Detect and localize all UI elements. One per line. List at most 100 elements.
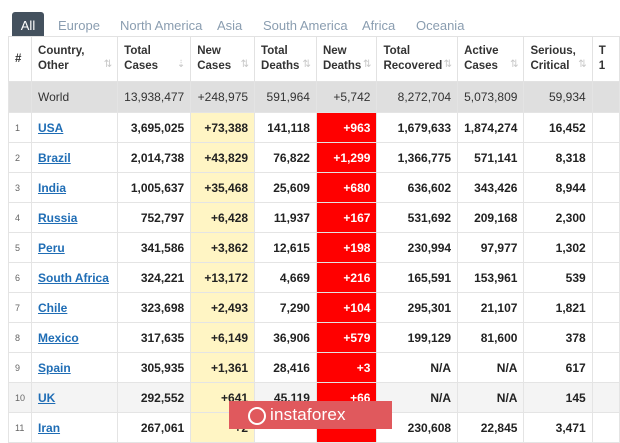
col-header-active-cases[interactable]: Active Cases ⇅: [457, 36, 525, 82]
tab-asia[interactable]: Asia: [217, 18, 243, 33]
cell-new-cases: +35,468: [190, 172, 256, 203]
table-row: 8 Mexico 317,635 +6,149 36,906 +579 199,129 81,…: [7, 322, 620, 353]
col-header-label: Cases: [464, 60, 498, 72]
cell-idx: 6: [7, 262, 33, 293]
cell-new-deaths: +579: [315, 322, 378, 353]
cell-extra: [591, 112, 620, 143]
table-row: 10 UK 292,552 +641 45,119 +66 N/A N/A 145: [7, 382, 620, 413]
cell-total-cases: 752,797: [117, 202, 192, 233]
col-header-new-deaths[interactable]: New Deaths ⇅: [315, 36, 378, 82]
col-header-index[interactable]: #: [7, 36, 33, 82]
cell-active-cases: N/A: [457, 382, 525, 413]
cell-total-deaths: 12,615: [254, 232, 317, 263]
col-header-serious-critical[interactable]: Serious, Critical ⇅: [523, 36, 593, 82]
col-header-total-recovered[interactable]: Total Recovered ⇅: [376, 36, 459, 82]
cell-total-deaths: 25,609: [254, 172, 317, 203]
cell-active-cases: 1,874,274: [457, 112, 525, 143]
cell-idx: 5: [7, 232, 33, 263]
tab-africa[interactable]: Africa: [362, 18, 396, 33]
sort-icon: ⇅: [363, 59, 372, 70]
cell-idx: 10: [7, 382, 33, 413]
country-link[interactable]: Iran: [38, 420, 61, 435]
cell-new-deaths: +198: [315, 232, 378, 263]
table-row: 2 Brazil 2,014,738 +43,829 76,822 +1,299 1,366…: [7, 142, 620, 173]
cell-total-recovered: 165,591: [376, 262, 459, 293]
col-header-country[interactable]: Country, Other ⇅: [31, 36, 119, 82]
cell-total-cases: 13,938,477: [117, 81, 192, 113]
cell-active-cases: 5,073,809: [457, 81, 525, 113]
instaforex-logo-icon: [248, 407, 266, 425]
tab-oceania[interactable]: Oceania: [416, 18, 465, 33]
cell-new-deaths: +1,299: [315, 142, 378, 173]
col-header-label: Total: [383, 45, 411, 57]
cell-active-cases: 209,168: [457, 202, 525, 233]
cell-extra: [591, 202, 620, 233]
cell-total-recovered: 636,602: [376, 172, 459, 203]
sort-icon: ⇅: [302, 59, 311, 70]
cell-total-cases: 317,635: [117, 322, 192, 353]
cell-total-cases: 305,935: [117, 352, 192, 383]
tab-south-america[interactable]: South America: [263, 18, 348, 33]
covid-stats-table: # Country, Other ⇅ Total Cases ⇣ New Cases ⇅ T…: [7, 36, 620, 443]
cell-total-deaths: 11,937: [254, 202, 317, 233]
country-link[interactable]: Mexico: [38, 330, 79, 345]
cell-idx: 11: [7, 412, 33, 443]
tab-north-america[interactable]: North America: [120, 18, 203, 33]
cell-serious-critical: 59,934: [523, 81, 593, 113]
cell-new-cases: +73,388: [190, 112, 256, 143]
cell-country: Mexico: [31, 322, 119, 353]
col-header-label: Total: [124, 45, 151, 57]
cell-new-deaths: +104: [315, 292, 378, 323]
country-link[interactable]: South Africa: [38, 270, 109, 285]
cell-idx: 3: [7, 172, 33, 203]
cell-new-cases: +43,829: [190, 142, 256, 173]
cell-total-cases: 1,005,637: [117, 172, 192, 203]
tab-europe[interactable]: Europe: [58, 18, 100, 33]
col-header-total-deaths[interactable]: Total Deaths ⇅: [254, 36, 317, 82]
table-row: 5 Peru 341,586 +3,862 12,615 +198 230,994 97,97…: [7, 232, 620, 263]
cell-extra: [591, 232, 620, 263]
sort-icon: ⇅: [443, 59, 453, 70]
cell-active-cases: 343,426: [457, 172, 525, 203]
table-row: 1 USA 3,695,025 +73,388 141,118 +963 1,679,633…: [7, 112, 620, 143]
tab-all[interactable]: All: [12, 12, 44, 36]
cell-idx: 8: [7, 322, 33, 353]
country-link[interactable]: UK: [38, 390, 56, 405]
cell-extra: [591, 292, 620, 323]
country-link[interactable]: Spain: [38, 360, 71, 375]
cell-total-deaths: 36,906: [254, 322, 317, 353]
country-link[interactable]: Peru: [38, 240, 65, 255]
cell-new-deaths: +5,742: [315, 81, 378, 113]
cell-extra: [591, 412, 620, 443]
cell-serious-critical: 1,821: [523, 292, 593, 323]
cell-total-cases: 267,061: [117, 412, 192, 443]
cell-active-cases: N/A: [457, 352, 525, 383]
cell-new-cases: +6,149: [190, 322, 256, 353]
country-link[interactable]: USA: [38, 120, 64, 135]
col-header-label: T: [598, 45, 606, 57]
country-link[interactable]: India: [38, 180, 67, 195]
cell-country: Russia: [31, 202, 119, 233]
col-header-label: Deaths: [322, 60, 362, 72]
cell-total-cases: 292,552: [117, 382, 192, 413]
cell-total-deaths: 591,964: [254, 81, 317, 113]
country-link[interactable]: Chile: [38, 300, 68, 315]
cell-total-deaths: 141,118: [254, 112, 317, 143]
watermark-text: instaforex: [270, 405, 346, 424]
cell-country: South Africa: [31, 262, 119, 293]
col-header-label: Active: [464, 45, 499, 57]
cell-country: Iran: [31, 412, 119, 443]
col-header-new-cases[interactable]: New Cases ⇅: [190, 36, 256, 82]
country-link[interactable]: Russia: [38, 210, 78, 225]
cell-serious-critical: 617: [523, 352, 593, 383]
col-header-label: Serious,: [530, 45, 576, 57]
table-row: 3 India 1,005,637 +35,468 25,609 +680 636,602 3…: [7, 172, 620, 203]
country-link[interactable]: Brazil: [38, 150, 71, 165]
cell-serious-critical: 8,944: [523, 172, 593, 203]
cell-total-deaths: 28,416: [254, 352, 317, 383]
cell-serious-critical: 378: [523, 322, 593, 353]
col-header-total-cases[interactable]: Total Cases ⇣: [117, 36, 192, 82]
cell-total-recovered: 230,994: [376, 232, 459, 263]
cell-total-cases: 2,014,738: [117, 142, 192, 173]
